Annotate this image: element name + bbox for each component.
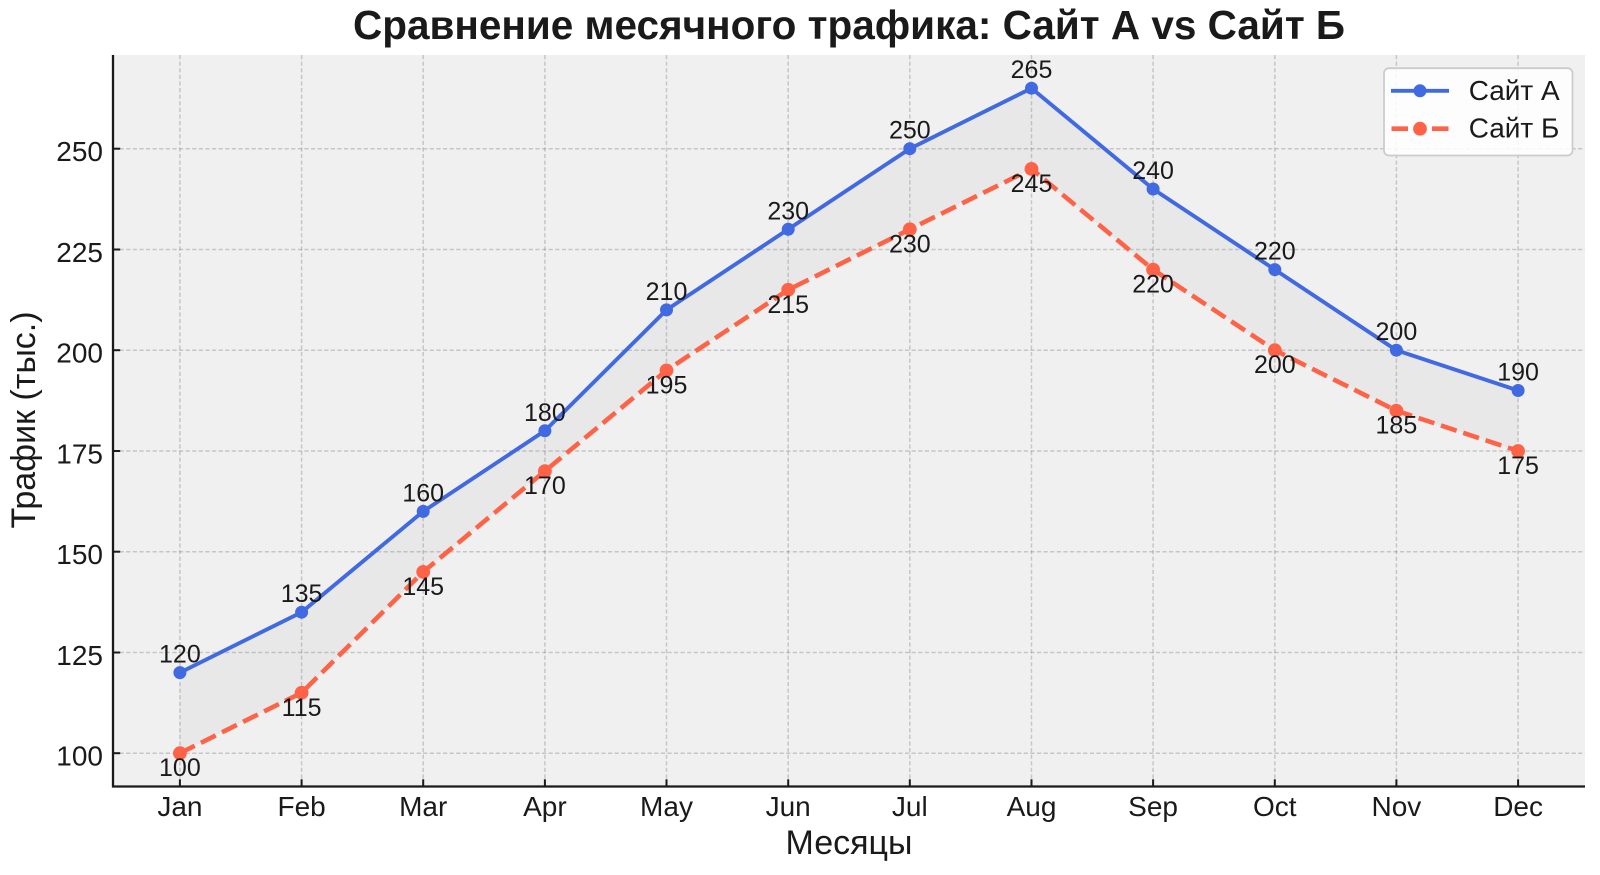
svg-text:Jul: Jul: [892, 791, 928, 822]
svg-text:210: 210: [646, 278, 688, 306]
svg-text:250: 250: [56, 136, 103, 167]
svg-text:245: 245: [1011, 170, 1053, 198]
svg-text:180: 180: [524, 399, 566, 427]
svg-text:135: 135: [281, 580, 323, 608]
svg-text:Месяцы: Месяцы: [786, 824, 913, 862]
svg-text:Apr: Apr: [523, 791, 567, 822]
svg-text:190: 190: [1497, 359, 1539, 387]
svg-text:220: 220: [1254, 238, 1296, 266]
svg-text:160: 160: [402, 479, 444, 507]
svg-text:Nov: Nov: [1372, 791, 1422, 822]
svg-text:230: 230: [767, 197, 809, 225]
svg-text:265: 265: [1011, 56, 1053, 84]
svg-text:225: 225: [56, 237, 103, 268]
svg-text:145: 145: [402, 573, 444, 601]
svg-text:120: 120: [159, 641, 201, 669]
svg-text:Sep: Sep: [1128, 791, 1178, 822]
svg-text:220: 220: [1132, 271, 1174, 299]
svg-text:Jan: Jan: [157, 791, 202, 822]
svg-text:200: 200: [1376, 318, 1418, 346]
svg-text:Mar: Mar: [399, 791, 447, 822]
svg-text:Сайт А: Сайт А: [1469, 75, 1560, 106]
svg-text:200: 200: [56, 338, 103, 369]
svg-text:230: 230: [889, 230, 931, 258]
svg-text:150: 150: [56, 539, 103, 570]
svg-text:Сравнение месячного трафика: С: Сравнение месячного трафика: Сайт А vs С…: [353, 2, 1345, 48]
svg-text:100: 100: [56, 741, 103, 772]
svg-text:Трафик (тыс.): Трафик (тыс.): [5, 311, 43, 528]
svg-text:170: 170: [524, 472, 566, 500]
svg-text:185: 185: [1376, 412, 1418, 440]
svg-text:240: 240: [1132, 157, 1174, 185]
svg-text:Dec: Dec: [1493, 791, 1543, 822]
svg-text:Jun: Jun: [766, 791, 811, 822]
svg-text:215: 215: [767, 291, 809, 319]
svg-text:175: 175: [56, 438, 103, 469]
svg-text:100: 100: [159, 754, 201, 782]
svg-text:May: May: [640, 791, 693, 822]
svg-text:Feb: Feb: [277, 791, 325, 822]
svg-text:Сайт Б: Сайт Б: [1469, 113, 1560, 144]
svg-text:250: 250: [889, 117, 931, 145]
svg-text:200: 200: [1254, 351, 1296, 379]
svg-text:195: 195: [646, 371, 688, 399]
svg-text:175: 175: [1497, 452, 1539, 480]
svg-text:125: 125: [56, 640, 103, 671]
svg-text:Oct: Oct: [1253, 791, 1297, 822]
svg-text:115: 115: [282, 694, 322, 722]
svg-text:Aug: Aug: [1007, 791, 1057, 822]
